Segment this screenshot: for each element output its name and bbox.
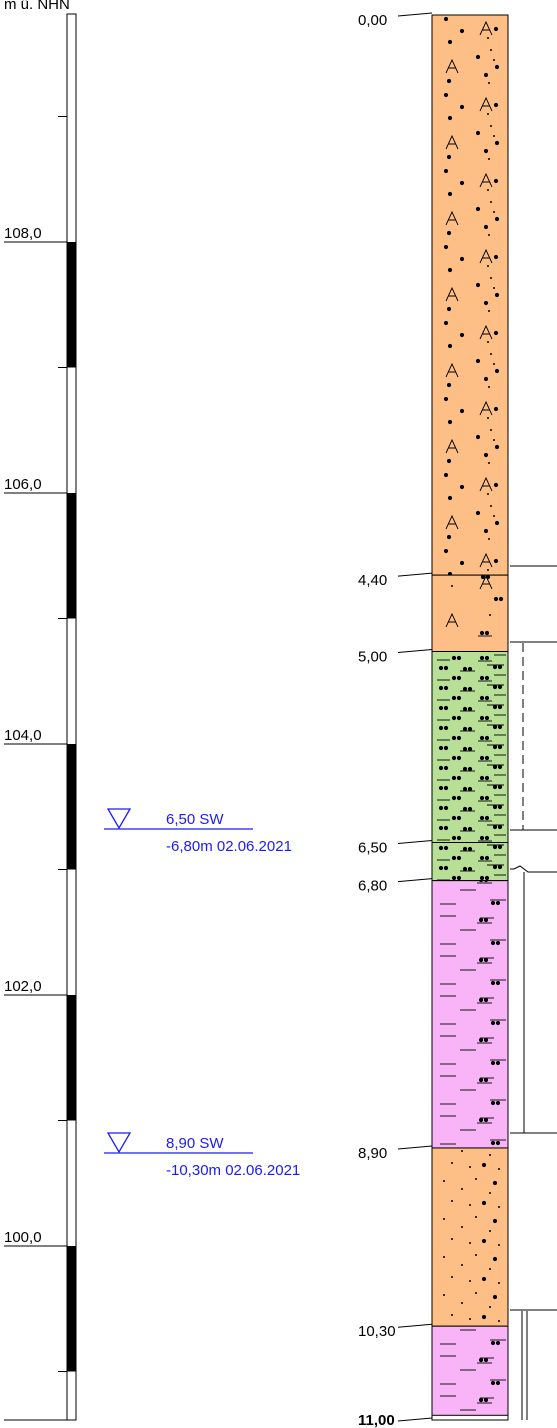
depth-leader (397, 12, 433, 17)
water-level-measurement: -6,80m 02.06.2021 (166, 838, 292, 855)
scale-block (67, 1246, 76, 1372)
water-levels: 6,50 SW -6,80m 02.06.2021 8,90 SW -10,30m 0… (104, 808, 300, 1179)
depth-leader (397, 878, 433, 883)
soil-layer (431, 651, 509, 882)
depth-label: 6,80 (358, 878, 387, 895)
soil-layer (431, 880, 509, 1149)
water-level-measurement: -10,30m 02.06.2021 (166, 1162, 300, 1179)
scale-block (67, 493, 76, 619)
scale-header: m ü. NHN (4, 0, 70, 13)
depth-leader (397, 572, 433, 577)
scale-block (67, 242, 76, 368)
scale-tick-label: 100,0 (4, 1229, 42, 1246)
depth-leader (397, 1323, 433, 1328)
scale-bar (66, 13, 77, 1421)
scale-tick-label: 108,0 (4, 225, 42, 242)
column-outline (431, 14, 509, 1421)
soil-layer (431, 1325, 509, 1416)
water-level-triangle-icon (106, 1132, 132, 1154)
depth-leader (397, 649, 433, 653)
soil-layer (431, 1147, 509, 1327)
scale-tick-label: 106,0 (4, 476, 42, 493)
final-depth-label: 11,00 (358, 1412, 395, 1428)
sample-markers (510, 565, 557, 1420)
water-level-triangle-icon (106, 808, 132, 830)
depth-leader (397, 1145, 433, 1150)
scale-block (67, 995, 76, 1121)
scale-tick-label: 102,0 (4, 978, 42, 995)
water-level-depth: 6,50 SW (166, 811, 224, 828)
depth-label: 10,30 (358, 1323, 396, 1340)
scale-block (67, 744, 76, 870)
soil-layer (431, 14, 509, 576)
depth-leader (397, 839, 433, 844)
depth-labels: 0,00 4,40 5,00 6,50 6,80 8,90 10,30 11,00 (358, 12, 433, 1428)
depth-label: 0,00 (358, 12, 387, 29)
soil-column (431, 14, 509, 1421)
elevation-scale: m ü. NHN 108,0 106,0 104,0 102,0 100,0 (4, 0, 77, 1421)
depth-label: 5,00 (358, 649, 387, 666)
scale-tick-label: 104,0 (4, 727, 42, 744)
depth-label: 8,90 (358, 1145, 387, 1162)
soil-layer (431, 574, 509, 652)
depth-label: 6,50 (358, 839, 387, 856)
depth-leader (397, 1417, 433, 1422)
water-level-depth: 8,90 SW (166, 1135, 224, 1152)
depth-label: 4,40 (358, 572, 387, 589)
